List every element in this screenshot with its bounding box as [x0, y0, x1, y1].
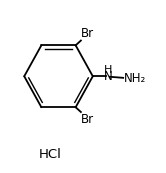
Text: NH₂: NH₂	[124, 72, 146, 85]
Text: HCl: HCl	[39, 148, 62, 161]
Text: Br: Br	[81, 113, 94, 126]
Text: N: N	[104, 70, 112, 83]
Text: H: H	[104, 65, 112, 75]
Text: Br: Br	[81, 27, 94, 40]
